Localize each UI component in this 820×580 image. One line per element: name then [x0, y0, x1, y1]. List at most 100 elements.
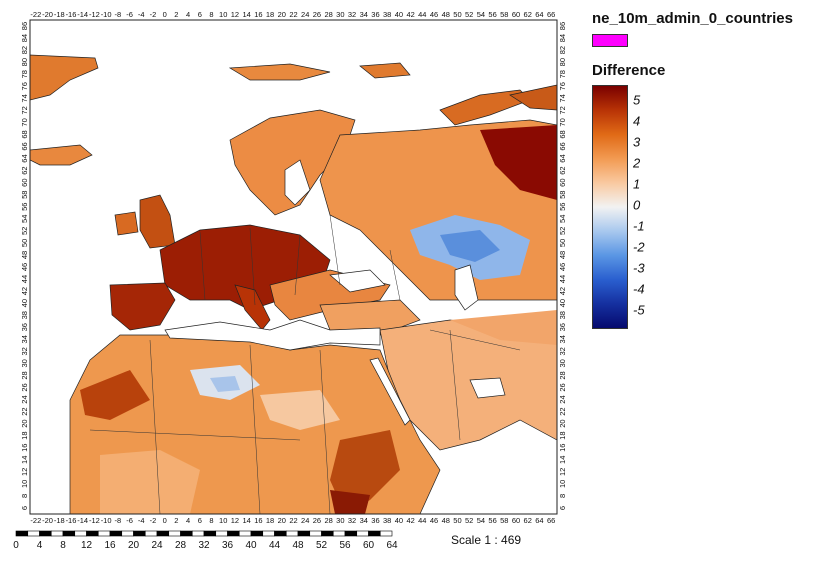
x-tick-label: 4	[186, 10, 190, 19]
y-tick-label: 50	[558, 239, 567, 247]
y-tick-label: 30	[20, 359, 29, 367]
x-tick-label: 12	[231, 10, 239, 19]
scale-bar-label: 40	[245, 540, 257, 551]
y-tick-label: 16	[558, 444, 567, 452]
x-tick-labels-bottom: -22 -20 -18 -16 -14 -12 -10 -8 -6 -4 -2 0 2 4 6 8 10 12 14…	[30, 516, 555, 525]
x-tick-label: 36	[371, 10, 379, 19]
x-tick-label: 50	[453, 516, 461, 525]
x-tick-label: 22	[289, 516, 297, 525]
x-tick-label: 6	[198, 516, 202, 525]
scale-bar-segment	[180, 530, 193, 537]
x-tick-label: 60	[512, 516, 520, 525]
x-tick-label: 54	[477, 10, 485, 19]
scale-bar-segment	[191, 530, 205, 537]
y-tick-label: 64	[20, 154, 29, 162]
x-tick-label: -6	[126, 516, 133, 525]
x-tick-label: 58	[500, 10, 508, 19]
scale-bar-segment	[379, 530, 393, 537]
x-tick-label: -22	[30, 10, 41, 19]
x-tick-label: -12	[89, 516, 100, 525]
y-tick-label: 58	[20, 191, 29, 199]
y-tick-label: 36	[20, 323, 29, 331]
scale-bar-label: 60	[362, 540, 375, 551]
x-tick-label: 52	[465, 10, 473, 19]
scale-bar-label: 32	[198, 540, 210, 551]
x-tick-label: -22	[30, 516, 41, 525]
x-tick-label: 24	[301, 516, 309, 525]
scale-bar-segment	[344, 530, 358, 537]
y-tick-label: 80	[558, 58, 567, 66]
y-tick-label: 32	[20, 347, 29, 355]
y-tick-label: 64	[558, 154, 567, 162]
y-tick-label: 40	[20, 299, 29, 307]
x-tick-labels-top: -22 -20 -18 -16 -14 -12 -10 -8 -6 -4 -2 0 2 4 6 8 10 12 14…	[30, 10, 555, 19]
y-tick-label: 12	[20, 468, 29, 476]
scale-bar-segment	[50, 530, 64, 537]
scale-bar-segment	[309, 530, 322, 537]
x-tick-label: 2	[174, 516, 178, 525]
y-tick-label: 52	[558, 227, 567, 235]
x-tick-label: -16	[66, 10, 77, 19]
y-tick-label: 20	[20, 419, 29, 427]
y-tick-label: 24	[20, 395, 29, 403]
y-tick-label: 22	[20, 407, 29, 415]
y-tick-label: 86	[20, 22, 29, 30]
scale-bar-label: 44	[268, 540, 281, 551]
x-tick-label: 24	[301, 10, 309, 19]
ramp-label: 3	[633, 134, 641, 150]
x-tick-label: 46	[430, 516, 438, 525]
y-tick-label: 56	[558, 203, 567, 211]
scale-bar-label: 24	[151, 540, 163, 551]
y-tick-label: 70	[20, 118, 29, 126]
x-tick-label: 64	[535, 516, 543, 525]
x-tick-label: -4	[138, 516, 145, 525]
y-tick-label: 14	[20, 456, 29, 464]
x-tick-label: 38	[383, 516, 391, 525]
y-tick-label: 86	[558, 22, 567, 30]
scale-bar-segment	[74, 530, 87, 537]
scale-bar-label: 52	[315, 540, 328, 551]
y-tick-label: 66	[558, 142, 567, 150]
y-tick-label: 62	[20, 166, 29, 174]
scale-bar-label: 36	[221, 540, 234, 551]
x-tick-label: 56	[488, 516, 496, 525]
y-tick-label: 74	[20, 94, 29, 102]
y-tick-label: 48	[558, 251, 567, 259]
y-tick-label: 14	[558, 456, 567, 464]
scale-bar-segment	[62, 530, 76, 537]
x-tick-label: 18	[266, 10, 274, 19]
x-tick-label: 42	[406, 10, 414, 19]
y-tick-label: 26	[558, 383, 567, 391]
y-tick-label: 42	[558, 287, 567, 295]
difference-color-ramp	[592, 85, 628, 329]
x-tick-label: -2	[150, 10, 157, 19]
x-tick-label: 30	[336, 516, 344, 525]
y-tick-label: 62	[558, 166, 567, 174]
x-tick-label: 50	[453, 10, 461, 19]
x-tick-label: 16	[254, 10, 262, 19]
x-tick-label: -20	[42, 516, 53, 525]
ramp-label: 1	[633, 176, 641, 192]
y-tick-label: 38	[558, 311, 567, 319]
ramp-label: 5	[633, 92, 641, 108]
y-tick-label: 8	[558, 494, 567, 498]
x-tick-label: 32	[348, 10, 356, 19]
scale-bar-segment	[238, 530, 252, 537]
ramp-label: -3	[633, 260, 645, 276]
ramp-label: -1	[633, 218, 645, 234]
y-tick-label: 16	[20, 444, 29, 452]
x-tick-label: 28	[324, 516, 332, 525]
y-tick-label: 8	[20, 494, 29, 498]
x-tick-label: 0	[163, 516, 167, 525]
scale-text: Scale 1 : 469	[451, 533, 522, 547]
x-tick-label: -10	[101, 10, 112, 19]
x-tick-label: 26	[313, 516, 321, 525]
scale-bar-segment	[285, 530, 299, 537]
y-tick-label: 68	[20, 130, 29, 138]
y-tick-label: 20	[558, 419, 567, 427]
x-tick-label: 44	[418, 516, 426, 525]
x-tick-label: 40	[395, 516, 403, 525]
x-tick-label: -10	[101, 516, 112, 525]
x-tick-label: 56	[488, 10, 496, 19]
scale-bar-segment	[39, 530, 52, 537]
